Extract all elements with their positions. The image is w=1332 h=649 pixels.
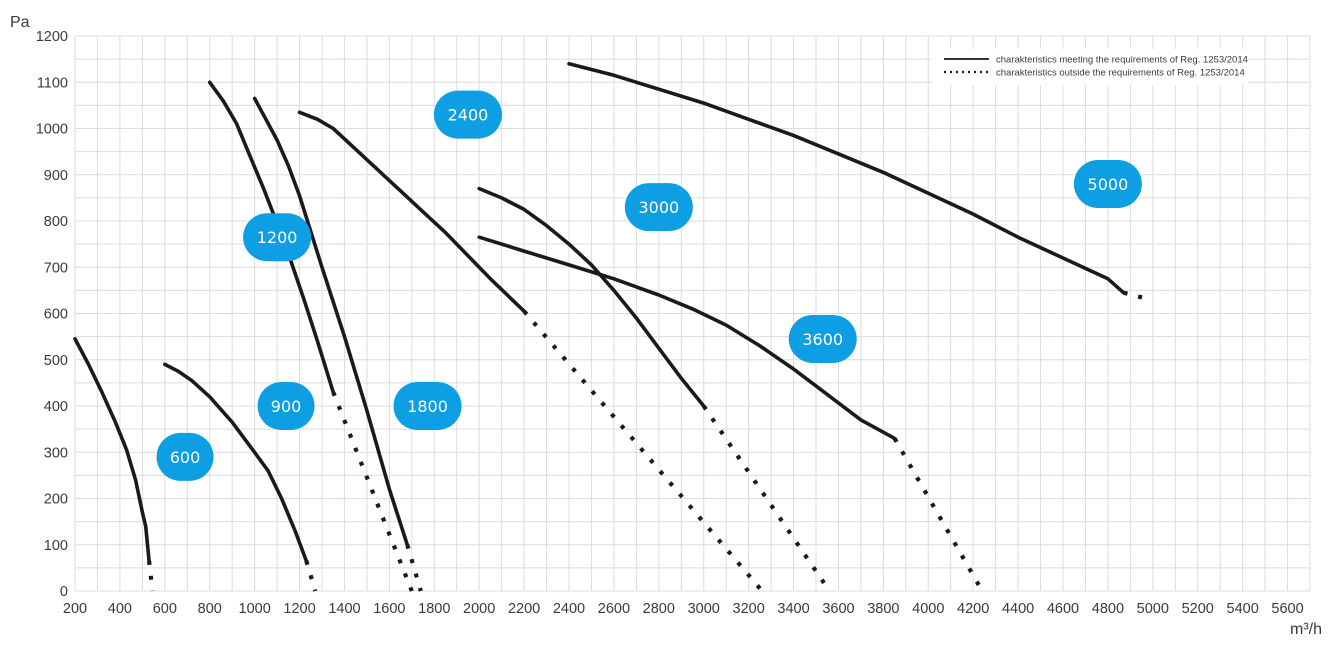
x-tick-label: 600 <box>153 601 177 617</box>
series-line-5000 <box>567 61 1126 295</box>
x-tick-label: 4400 <box>1002 601 1034 617</box>
x-tick-label: 2400 <box>553 601 585 617</box>
series-badge-bg <box>393 382 462 430</box>
series-badge-label: 1200 <box>257 228 298 247</box>
y-tick-label: 500 <box>44 353 68 369</box>
series-badge-5000: 5000 <box>1073 160 1142 208</box>
legend-label-dotted: charakteristics outside the requirements… <box>996 68 1245 79</box>
y-tick-label: 0 <box>60 584 68 600</box>
series-badge-2400: 2400 <box>433 90 502 139</box>
series-badges: 600 900 1200 1800 2400 3000 3600 5000 <box>156 90 1142 481</box>
series-dotted-5000 <box>1123 290 1152 302</box>
x-tick-label: 3600 <box>822 601 854 617</box>
y-tick-label: 200 <box>44 492 68 508</box>
x-tick-label: 2800 <box>643 601 675 617</box>
series-badge-label: 3600 <box>802 330 843 349</box>
x-tick-label: 5000 <box>1137 601 1169 617</box>
x-tick-label: 5400 <box>1227 601 1259 617</box>
x-tick-label: 3800 <box>867 601 899 617</box>
y-tick-label: 100 <box>44 538 68 554</box>
legend-label-solid: charakteristics meeting the requirements… <box>996 55 1248 66</box>
series-badge-label: 3000 <box>638 198 679 217</box>
series-badge-label: 5000 <box>1088 175 1129 194</box>
y-tick-label: 1000 <box>36 122 68 138</box>
x-tick-label: 1200 <box>283 601 315 617</box>
series-badge-label: 600 <box>170 448 201 467</box>
x-tick-label: 4000 <box>912 601 944 617</box>
y-tick-label: 700 <box>44 260 68 276</box>
series-badge-3600: 3600 <box>788 314 857 363</box>
x-tick-label: 2600 <box>598 601 630 617</box>
y-tick-label: 800 <box>44 214 68 230</box>
series-line-3000 <box>477 186 706 408</box>
x-tick-label: 2000 <box>463 601 495 617</box>
x-tick-label: 3000 <box>688 601 720 617</box>
series-badge-bg <box>433 90 502 139</box>
series-badge-bg <box>788 314 857 363</box>
x-axis-label: m³/h <box>1290 621 1322 638</box>
series-badge-bg <box>257 382 315 430</box>
y-tick-label: 1100 <box>37 75 68 91</box>
x-tick-label: 2200 <box>508 601 540 617</box>
series-badge-label: 2400 <box>448 106 489 125</box>
y-tick-label: 900 <box>44 168 68 184</box>
series-line-1800 <box>252 96 410 547</box>
y-axis-label: Pa <box>10 14 30 31</box>
x-tick-label: 1600 <box>373 601 405 617</box>
x-tick-label: 1000 <box>239 601 271 617</box>
x-tick-label: 1400 <box>328 601 360 617</box>
series-line-900 <box>163 362 309 563</box>
x-tick-label: 400 <box>108 601 132 617</box>
x-tick-label: 1800 <box>418 601 450 617</box>
series-line-2400 <box>297 110 526 314</box>
series-badge-3000: 3000 <box>624 183 693 232</box>
series-badge-bg <box>156 432 214 481</box>
series-badge-bg <box>624 183 693 232</box>
x-tick-label: 200 <box>63 601 87 617</box>
series-dotted-900 <box>304 560 318 592</box>
series-line-1200 <box>207 80 336 394</box>
axes: 200 400 600 800 1000 1200 1400 1600 1800 2000 2200… <box>10 14 1322 638</box>
series-badge-1200: 1200 <box>243 213 312 262</box>
series-badge-1800: 1800 <box>393 382 462 430</box>
x-tick-label: 3200 <box>733 601 765 617</box>
series-line-3600 <box>477 235 897 441</box>
series-badge-600: 600 <box>156 432 214 481</box>
series-badge-bg <box>1073 160 1142 208</box>
series-badge-bg <box>243 213 312 262</box>
x-tick-label: 4800 <box>1092 601 1124 617</box>
legend-box <box>932 49 1248 85</box>
x-tick-label: 5600 <box>1271 601 1303 617</box>
series-badge-label: 1800 <box>407 397 448 416</box>
series-badge-label: 900 <box>271 397 302 416</box>
series-line-600 <box>73 337 151 563</box>
series-dotted-600 <box>147 560 155 592</box>
x-tick-label: 3400 <box>777 601 809 617</box>
y-tick-label: 400 <box>44 399 68 415</box>
x-tick-label: 800 <box>198 601 222 617</box>
x-tick-label: 4200 <box>957 601 989 617</box>
x-tick-label: 4600 <box>1047 601 1079 617</box>
y-tick-label: 600 <box>44 307 68 323</box>
y-tick-label: 300 <box>44 445 68 461</box>
series-dotted-1200 <box>331 391 414 592</box>
x-tick-label: 5200 <box>1182 601 1214 617</box>
series-badge-900: 900 <box>257 382 315 430</box>
series-dotted-2400 <box>522 309 764 593</box>
legend: charakteristics meeting the requirements… <box>932 49 1248 85</box>
y-tick-label: 1200 <box>36 29 68 45</box>
series-group <box>73 61 1152 593</box>
